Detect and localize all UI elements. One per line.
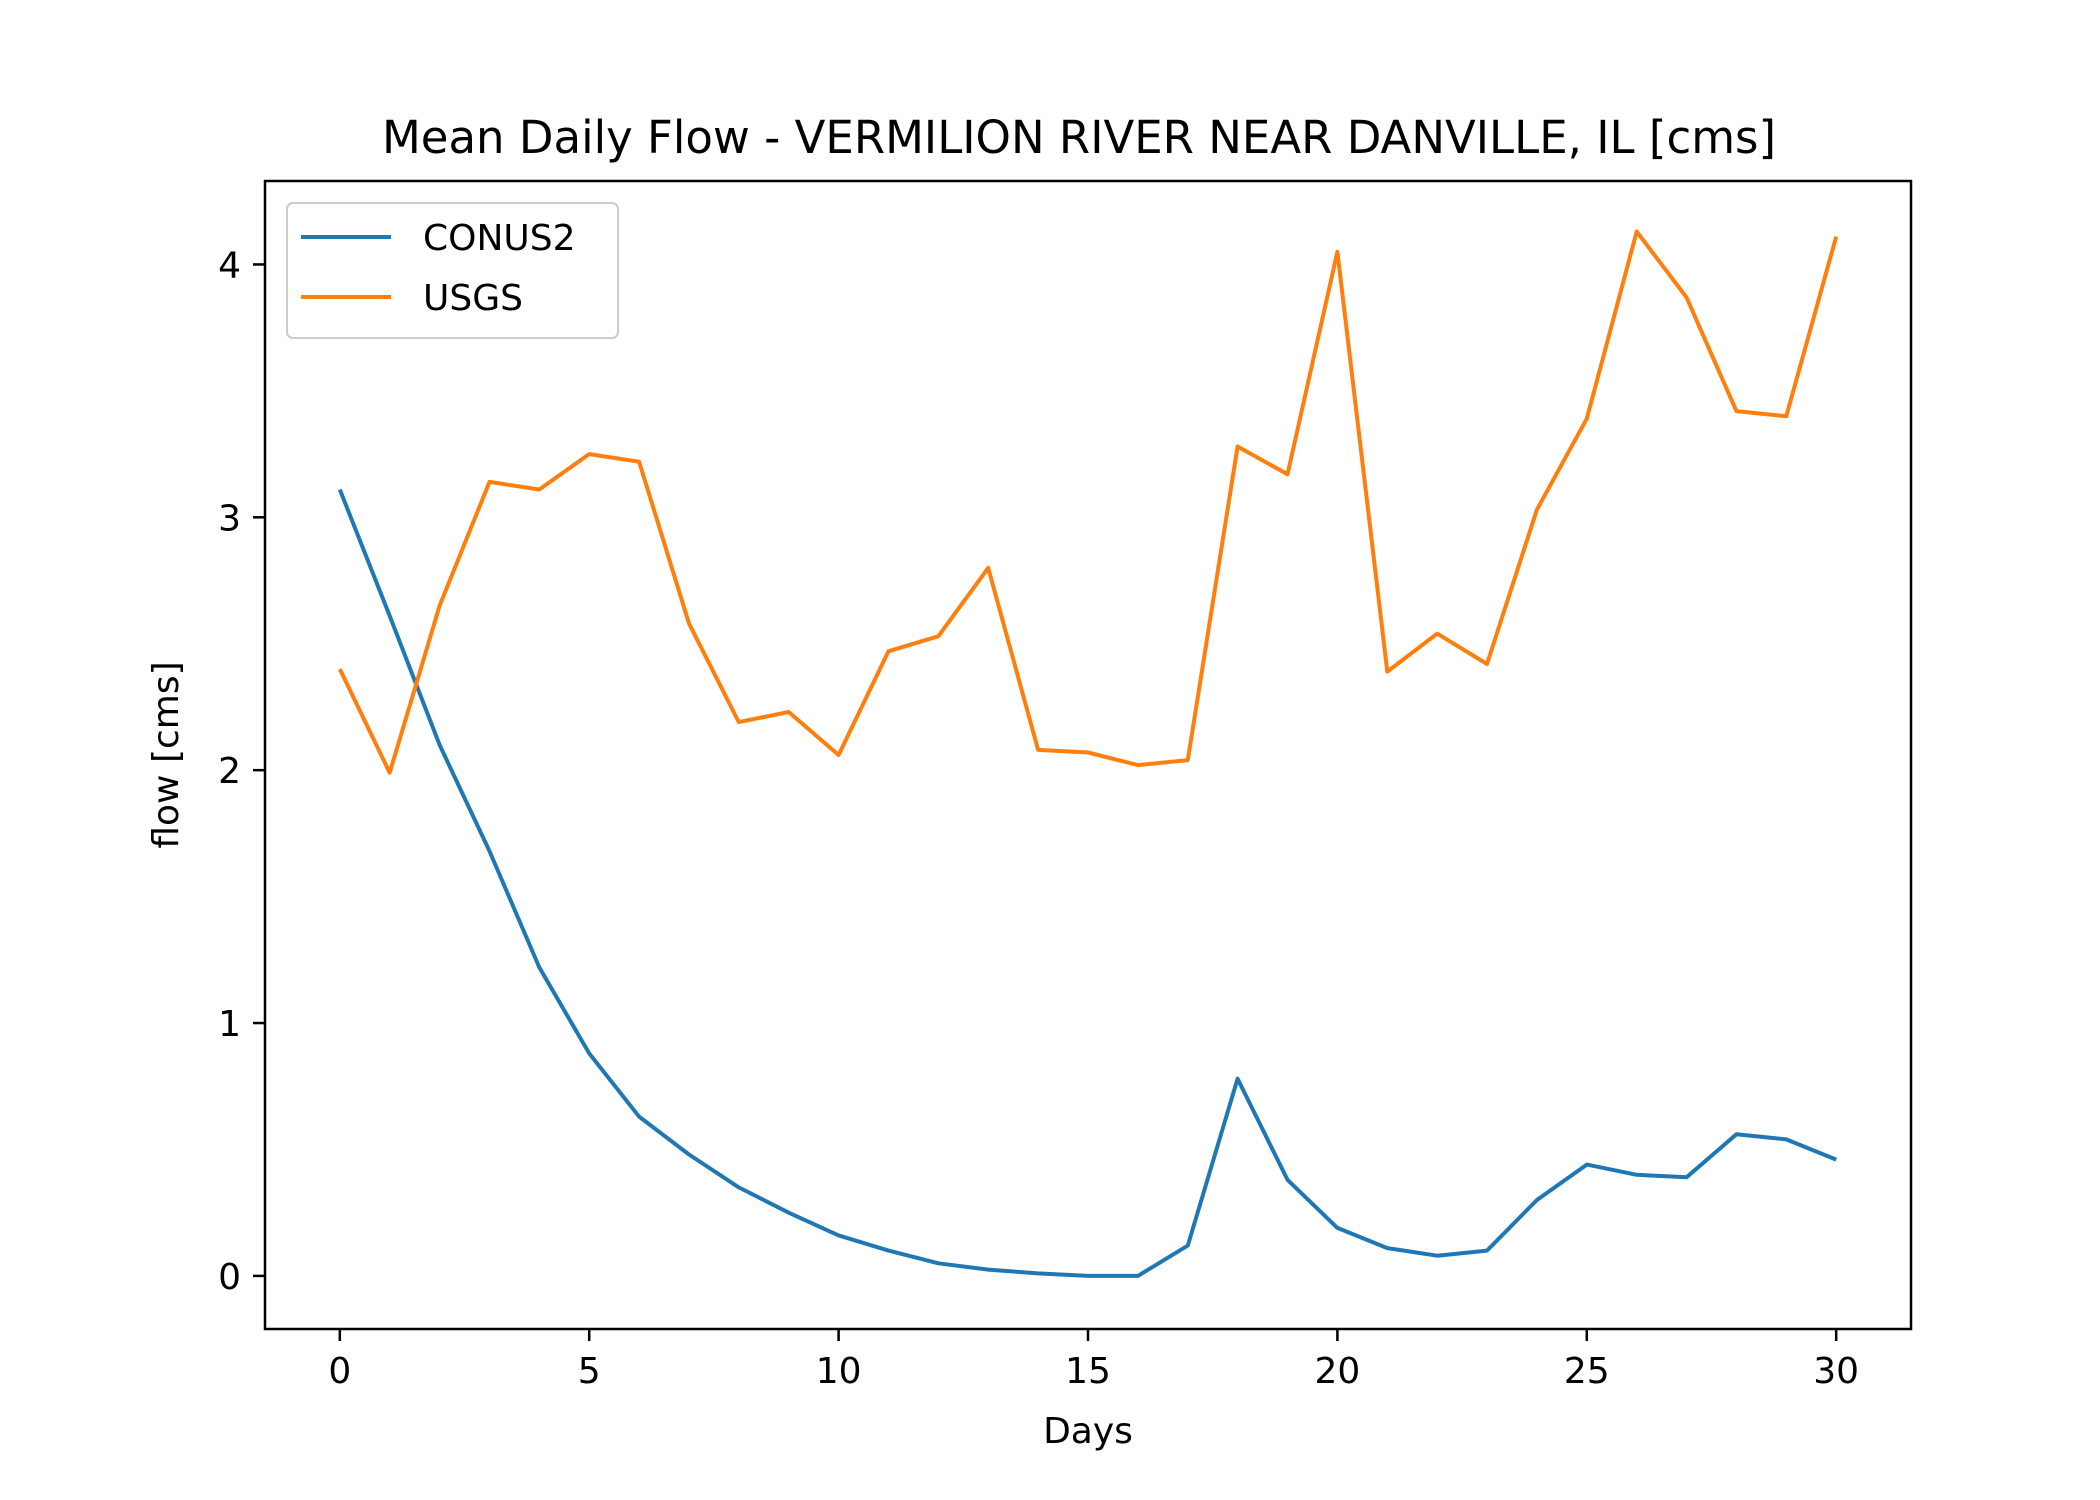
- y-tick-label: 4: [218, 245, 241, 286]
- x-tick-label: 30: [1813, 1351, 1859, 1392]
- y-tick-label: 2: [218, 751, 241, 792]
- x-tick-label: 15: [1065, 1351, 1111, 1392]
- x-tick-label: 5: [578, 1351, 601, 1392]
- y-tick-label: 0: [218, 1257, 241, 1298]
- legend: CONUS2 USGS: [286, 202, 619, 339]
- x-tick-label: 10: [816, 1351, 862, 1392]
- plot-frame: [263, 179, 1913, 1331]
- x-tick-label: 25: [1564, 1351, 1610, 1392]
- series-line-conus2: [337, 488, 1837, 1278]
- y-axis: 0 1 2 3 4: [218, 245, 265, 1298]
- x-tick-label: 0: [328, 1351, 351, 1392]
- x-axis: 0 5 10 15 20 25 30: [328, 1329, 1859, 1392]
- y-tick-label: 1: [218, 1004, 241, 1045]
- x-tick-label: 20: [1314, 1351, 1360, 1392]
- legend-label-usgs: USGS: [423, 278, 523, 319]
- plot-area: [337, 229, 1839, 1278]
- chart-title: Mean Daily Flow - VERMILION RIVER NEAR D…: [382, 111, 1776, 164]
- series-line-usgs: [337, 229, 1839, 775]
- legend-label-conus2: CONUS2: [423, 218, 576, 259]
- y-axis-label: flow [cms]: [146, 661, 187, 848]
- y-tick-label: 3: [218, 498, 241, 539]
- x-axis-label: Days: [1043, 1411, 1133, 1452]
